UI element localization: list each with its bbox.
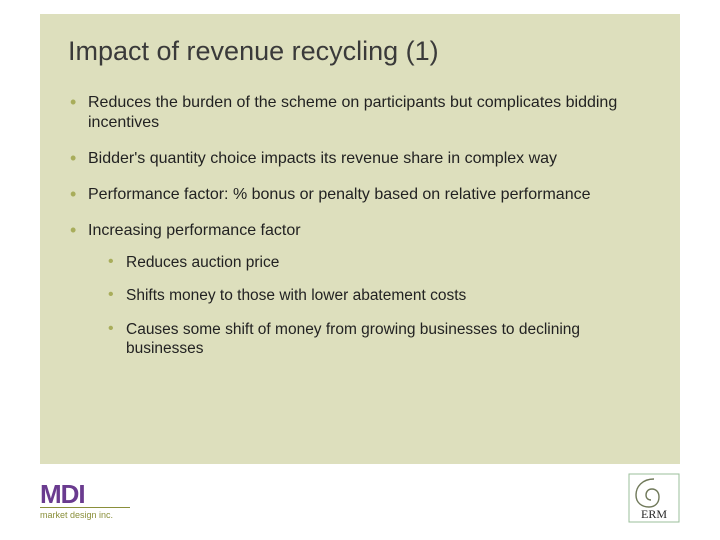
mdi-subtitle: market design inc. bbox=[40, 510, 113, 520]
sub-bullet-list: Reduces auction price Shifts money to th… bbox=[88, 253, 652, 359]
sub-bullet-text: Reduces auction price bbox=[126, 254, 279, 271]
bullet-item: Reduces the burden of the scheme on part… bbox=[68, 93, 652, 133]
erm-logo-icon: ERM bbox=[628, 473, 680, 523]
footer: MDI market design inc. ERM bbox=[0, 474, 720, 540]
bullet-item: Increasing performance factor Reduces au… bbox=[68, 221, 652, 359]
bullet-text: Reduces the burden of the scheme on part… bbox=[88, 94, 617, 131]
bullet-item: Bidder's quantity choice impacts its rev… bbox=[68, 149, 652, 169]
sub-bullet-item: Reduces auction price bbox=[106, 253, 652, 272]
bullet-text: Bidder's quantity choice impacts its rev… bbox=[88, 150, 557, 167]
mdi-logo: MDI market design inc. bbox=[40, 477, 136, 526]
sub-bullet-item: Shifts money to those with lower abateme… bbox=[106, 286, 652, 305]
bullet-list: Reduces the burden of the scheme on part… bbox=[68, 93, 652, 359]
bullet-text: Performance factor: % bonus or penalty b… bbox=[88, 186, 591, 203]
svg-text:MDI: MDI bbox=[40, 479, 85, 509]
bullet-item: Performance factor: % bonus or penalty b… bbox=[68, 185, 652, 205]
svg-text:ERM: ERM bbox=[641, 507, 667, 521]
sub-bullet-text: Causes some shift of money from growing … bbox=[126, 321, 580, 357]
sub-bullet-text: Shifts money to those with lower abateme… bbox=[126, 287, 466, 304]
sub-bullet-item: Causes some shift of money from growing … bbox=[106, 320, 652, 359]
slide-title: Impact of revenue recycling (1) bbox=[68, 36, 652, 67]
bullet-text: Increasing performance factor bbox=[88, 222, 301, 239]
erm-logo: ERM bbox=[628, 473, 680, 528]
mdi-logo-icon: MDI market design inc. bbox=[40, 477, 136, 521]
slide-body: Impact of revenue recycling (1) Reduces … bbox=[40, 14, 680, 464]
